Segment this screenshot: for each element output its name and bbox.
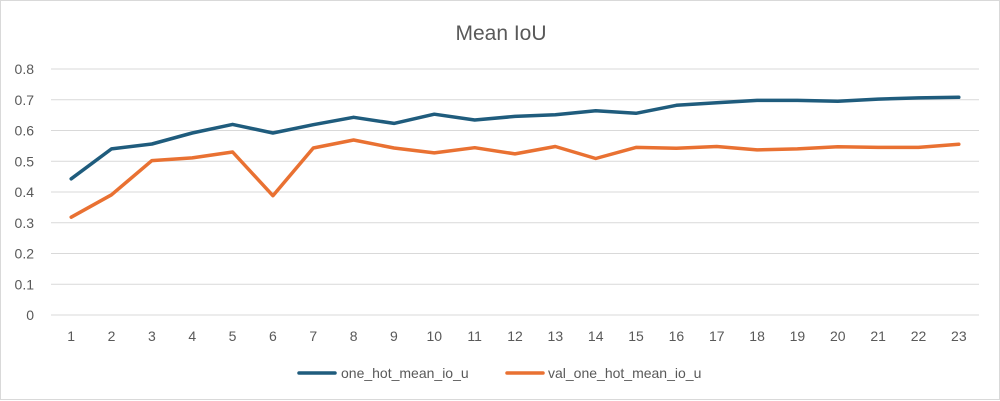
x-tick-label: 12 [507,328,523,344]
x-tick-label: 9 [390,328,398,344]
x-tick-label: 3 [148,328,156,344]
x-tick-label: 4 [188,328,196,344]
x-tick-label: 11 [467,328,482,344]
y-tick-label: 0 [26,307,34,323]
y-tick-label: 0.6 [15,123,35,139]
legend[interactable]: one_hot_mean_io_u val_one_hot_mean_io_u [297,365,701,381]
x-tick-label: 21 [870,328,886,344]
x-tick-label: 2 [108,328,116,344]
series-lines [69,95,961,219]
y-tick-label: 0.2 [15,246,35,262]
x-tick-label: 14 [588,328,604,344]
series-line-val-one-hot-mean-io-u [69,138,961,219]
x-tick-label: 20 [830,328,846,344]
series-line-one-hot-mean-io-u [69,95,961,181]
x-tick-label: 23 [951,328,967,344]
x-tick-label: 7 [309,328,317,344]
y-tick-label: 0.8 [15,61,35,77]
y-tick-label: 0.5 [15,153,35,169]
x-tick-label: 17 [709,328,725,344]
x-tick-label: 10 [427,328,443,344]
y-tick-label: 0.1 [15,276,35,292]
gridlines [51,68,979,316]
x-tick-label: 8 [350,328,358,344]
y-axis-ticks: 0 0.1 0.2 0.3 0.4 0.5 0.6 0.7 0.8 [15,61,35,323]
y-tick-label: 0.4 [15,184,35,200]
y-tick-label: 0.7 [15,92,35,108]
x-tick-label: 19 [790,328,806,344]
x-tick-label: 6 [269,328,277,344]
x-axis-ticks: 1 2 3 4 5 6 7 8 9 10 11 12 13 14 15 16 17 18 19 20 21 22 23 [67,328,967,344]
x-tick-label: 5 [229,328,237,344]
x-tick-label: 22 [911,328,927,344]
x-tick-label: 13 [548,328,564,344]
y-tick-label: 0.3 [15,215,35,231]
chart-title: Mean IoU [455,22,546,45]
x-tick-label: 16 [669,328,685,344]
x-tick-label: 1 [67,328,75,344]
legend-label-val-one-hot-mean-io-u: val_one_hot_mean_io_u [548,365,701,381]
x-tick-label: 18 [749,328,765,344]
x-tick-label: 15 [628,328,644,344]
legend-label-one-hot-mean-io-u: one_hot_mean_io_u [341,365,469,381]
